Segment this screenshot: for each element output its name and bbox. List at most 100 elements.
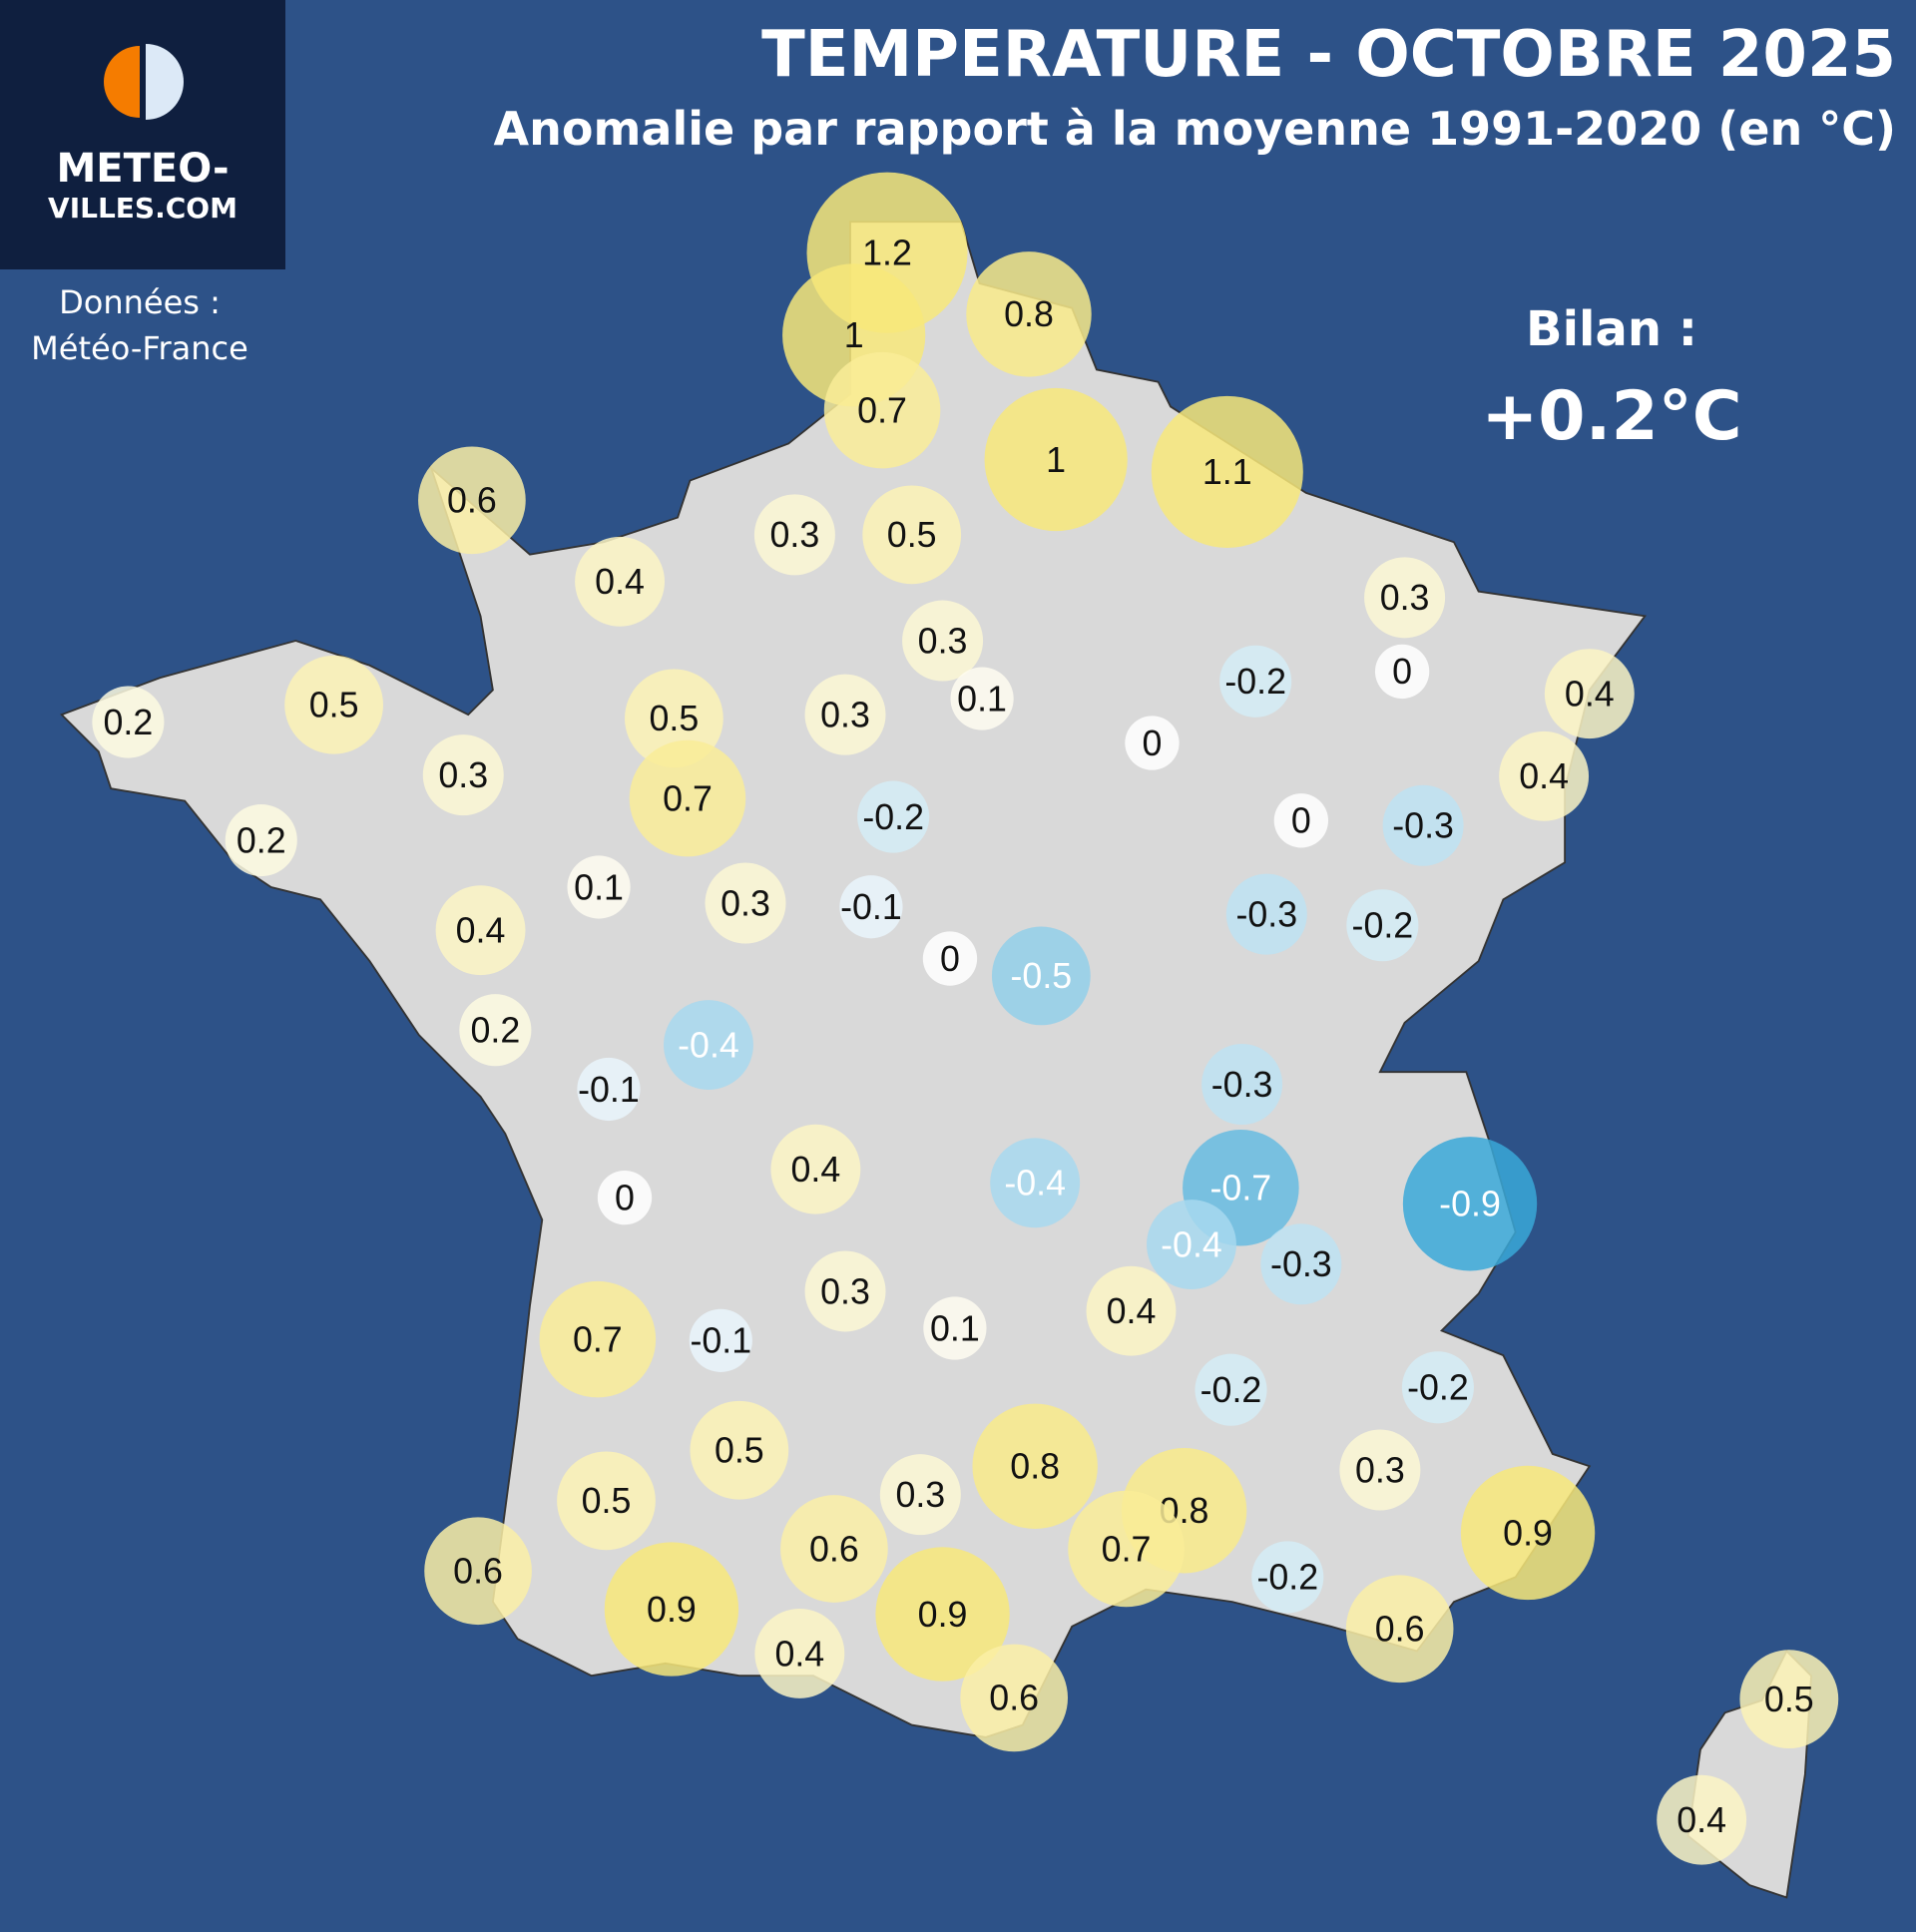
- station-value: 0.3: [720, 883, 770, 923]
- station-value: 0.4: [791, 1150, 841, 1190]
- station-bubble: [597, 1170, 653, 1225]
- logo-text-line2: VILLES.COM: [48, 192, 238, 225]
- station-value: 0.3: [438, 755, 488, 795]
- station-bubble: [1219, 645, 1292, 718]
- station-value: 0.8: [1004, 294, 1054, 334]
- summary-label: Bilan :: [1526, 301, 1697, 357]
- station-value: 1: [1046, 440, 1066, 480]
- station-bubble: [1739, 1650, 1839, 1749]
- station-bubble: [753, 494, 835, 576]
- station-bubble: [780, 1495, 888, 1603]
- station-value: 0.5: [887, 515, 937, 555]
- page-subtitle: Anomalie par rapport à la moyenne 1991-2…: [493, 102, 1896, 156]
- station-value: 0.3: [895, 1475, 945, 1515]
- station-value: 0.6: [989, 1679, 1039, 1718]
- station-bubble: [1499, 730, 1590, 821]
- station-bubble: [575, 536, 666, 627]
- station-bubble: [804, 674, 886, 755]
- station-bubble: [1125, 716, 1180, 770]
- station-bubble: [1151, 395, 1303, 548]
- station-value: 0.5: [582, 1481, 632, 1521]
- station-bubble: [1273, 793, 1329, 848]
- station-value: 0.3: [770, 515, 820, 555]
- station-bubble: [1401, 1351, 1474, 1424]
- page-title: TEMPERATURE - OCTOBRE 2025: [761, 18, 1896, 92]
- station-value: 0.3: [1380, 578, 1430, 618]
- station-value: 0.3: [820, 1271, 870, 1311]
- station-value: 0.2: [104, 703, 154, 742]
- station-bubble: [902, 600, 984, 682]
- station-value: 0.7: [1102, 1529, 1152, 1569]
- station-value: 0.1: [930, 1308, 980, 1348]
- source-label: Données :: [59, 283, 221, 321]
- station-value: 0: [940, 939, 960, 979]
- station-bubble: [1225, 873, 1307, 955]
- station-bubble: [284, 655, 383, 754]
- station-value: -0.3: [1235, 894, 1297, 934]
- logo-text-line1: METEO-: [56, 146, 230, 192]
- station-value: 0.7: [857, 391, 907, 431]
- station-bubble: [1374, 644, 1430, 700]
- station-bubble: [629, 739, 746, 857]
- station-bubble: [857, 780, 930, 853]
- station-bubble: [539, 1280, 657, 1398]
- station-value: 0.6: [809, 1529, 859, 1569]
- station-bubble: [459, 994, 532, 1067]
- station-value: 0.4: [1107, 1291, 1157, 1331]
- logo-sun-icon: [104, 44, 184, 120]
- station-value: -0.3: [1392, 806, 1454, 846]
- station-bubble: [1339, 1429, 1421, 1511]
- summary-value: +0.2°C: [1481, 377, 1742, 456]
- station-value: 1: [844, 315, 864, 355]
- station-value: 0.5: [1764, 1680, 1814, 1719]
- station-value: 1.1: [1202, 452, 1252, 492]
- station-bubble: [839, 875, 903, 939]
- station-value: 0.9: [1503, 1513, 1553, 1553]
- station-value: 0.4: [1519, 756, 1569, 796]
- station-value: 0: [1392, 652, 1412, 692]
- station-value: 0.6: [1375, 1610, 1425, 1650]
- station-bubble: [689, 1308, 752, 1372]
- station-value: 0.8: [1010, 1447, 1060, 1487]
- station-value: -0.2: [862, 797, 924, 837]
- station-value: 0.4: [1565, 674, 1615, 714]
- station-value: -0.9: [1439, 1185, 1501, 1224]
- station-bubble: [1147, 1200, 1236, 1289]
- station-bubble: [424, 1517, 532, 1626]
- station-value: 0.9: [647, 1590, 697, 1630]
- station-value: 0.2: [470, 1011, 520, 1051]
- station-value: 0.6: [447, 481, 497, 521]
- station-bubble: [1201, 1044, 1283, 1126]
- station-bubble: [1251, 1541, 1324, 1614]
- logo: METEO- VILLES.COM: [0, 0, 285, 269]
- station-bubble: [984, 387, 1128, 532]
- station-bubble: [1402, 1137, 1538, 1271]
- station-value: -0.2: [1407, 1368, 1469, 1408]
- station-value: -0.1: [690, 1321, 751, 1361]
- station-value: -0.2: [1352, 906, 1414, 946]
- station-value: 0.2: [237, 820, 286, 860]
- station-value: -0.1: [840, 887, 902, 927]
- station-bubble: [435, 885, 526, 976]
- data-source: Données : Météo-France: [0, 279, 279, 371]
- station-bubble: [960, 1644, 1069, 1752]
- station-bubble: [422, 734, 504, 816]
- station-bubbles: 1.20.810.71 1.10.60.3 0.50.4 0.30.3-0.2 00.1…: [92, 172, 1839, 1865]
- station-value: 0.7: [573, 1319, 623, 1359]
- station-bubble: [972, 1403, 1098, 1530]
- station-value: 0.9: [918, 1595, 968, 1635]
- station-value: 0.3: [1355, 1450, 1405, 1490]
- station-bubble: [991, 926, 1091, 1026]
- station-bubble: [1657, 1774, 1747, 1865]
- station-value: 0.4: [456, 911, 506, 951]
- station-value: -0.1: [578, 1070, 640, 1110]
- station-bubble: [690, 1400, 789, 1500]
- station-bubble: [1345, 1575, 1454, 1684]
- station-value: 0.1: [574, 867, 624, 907]
- station-bubble: [577, 1057, 641, 1122]
- station-bubble: [966, 251, 1092, 377]
- station-value: 0: [1291, 801, 1311, 841]
- station-bubble: [923, 1296, 987, 1360]
- station-bubble: [879, 1454, 961, 1536]
